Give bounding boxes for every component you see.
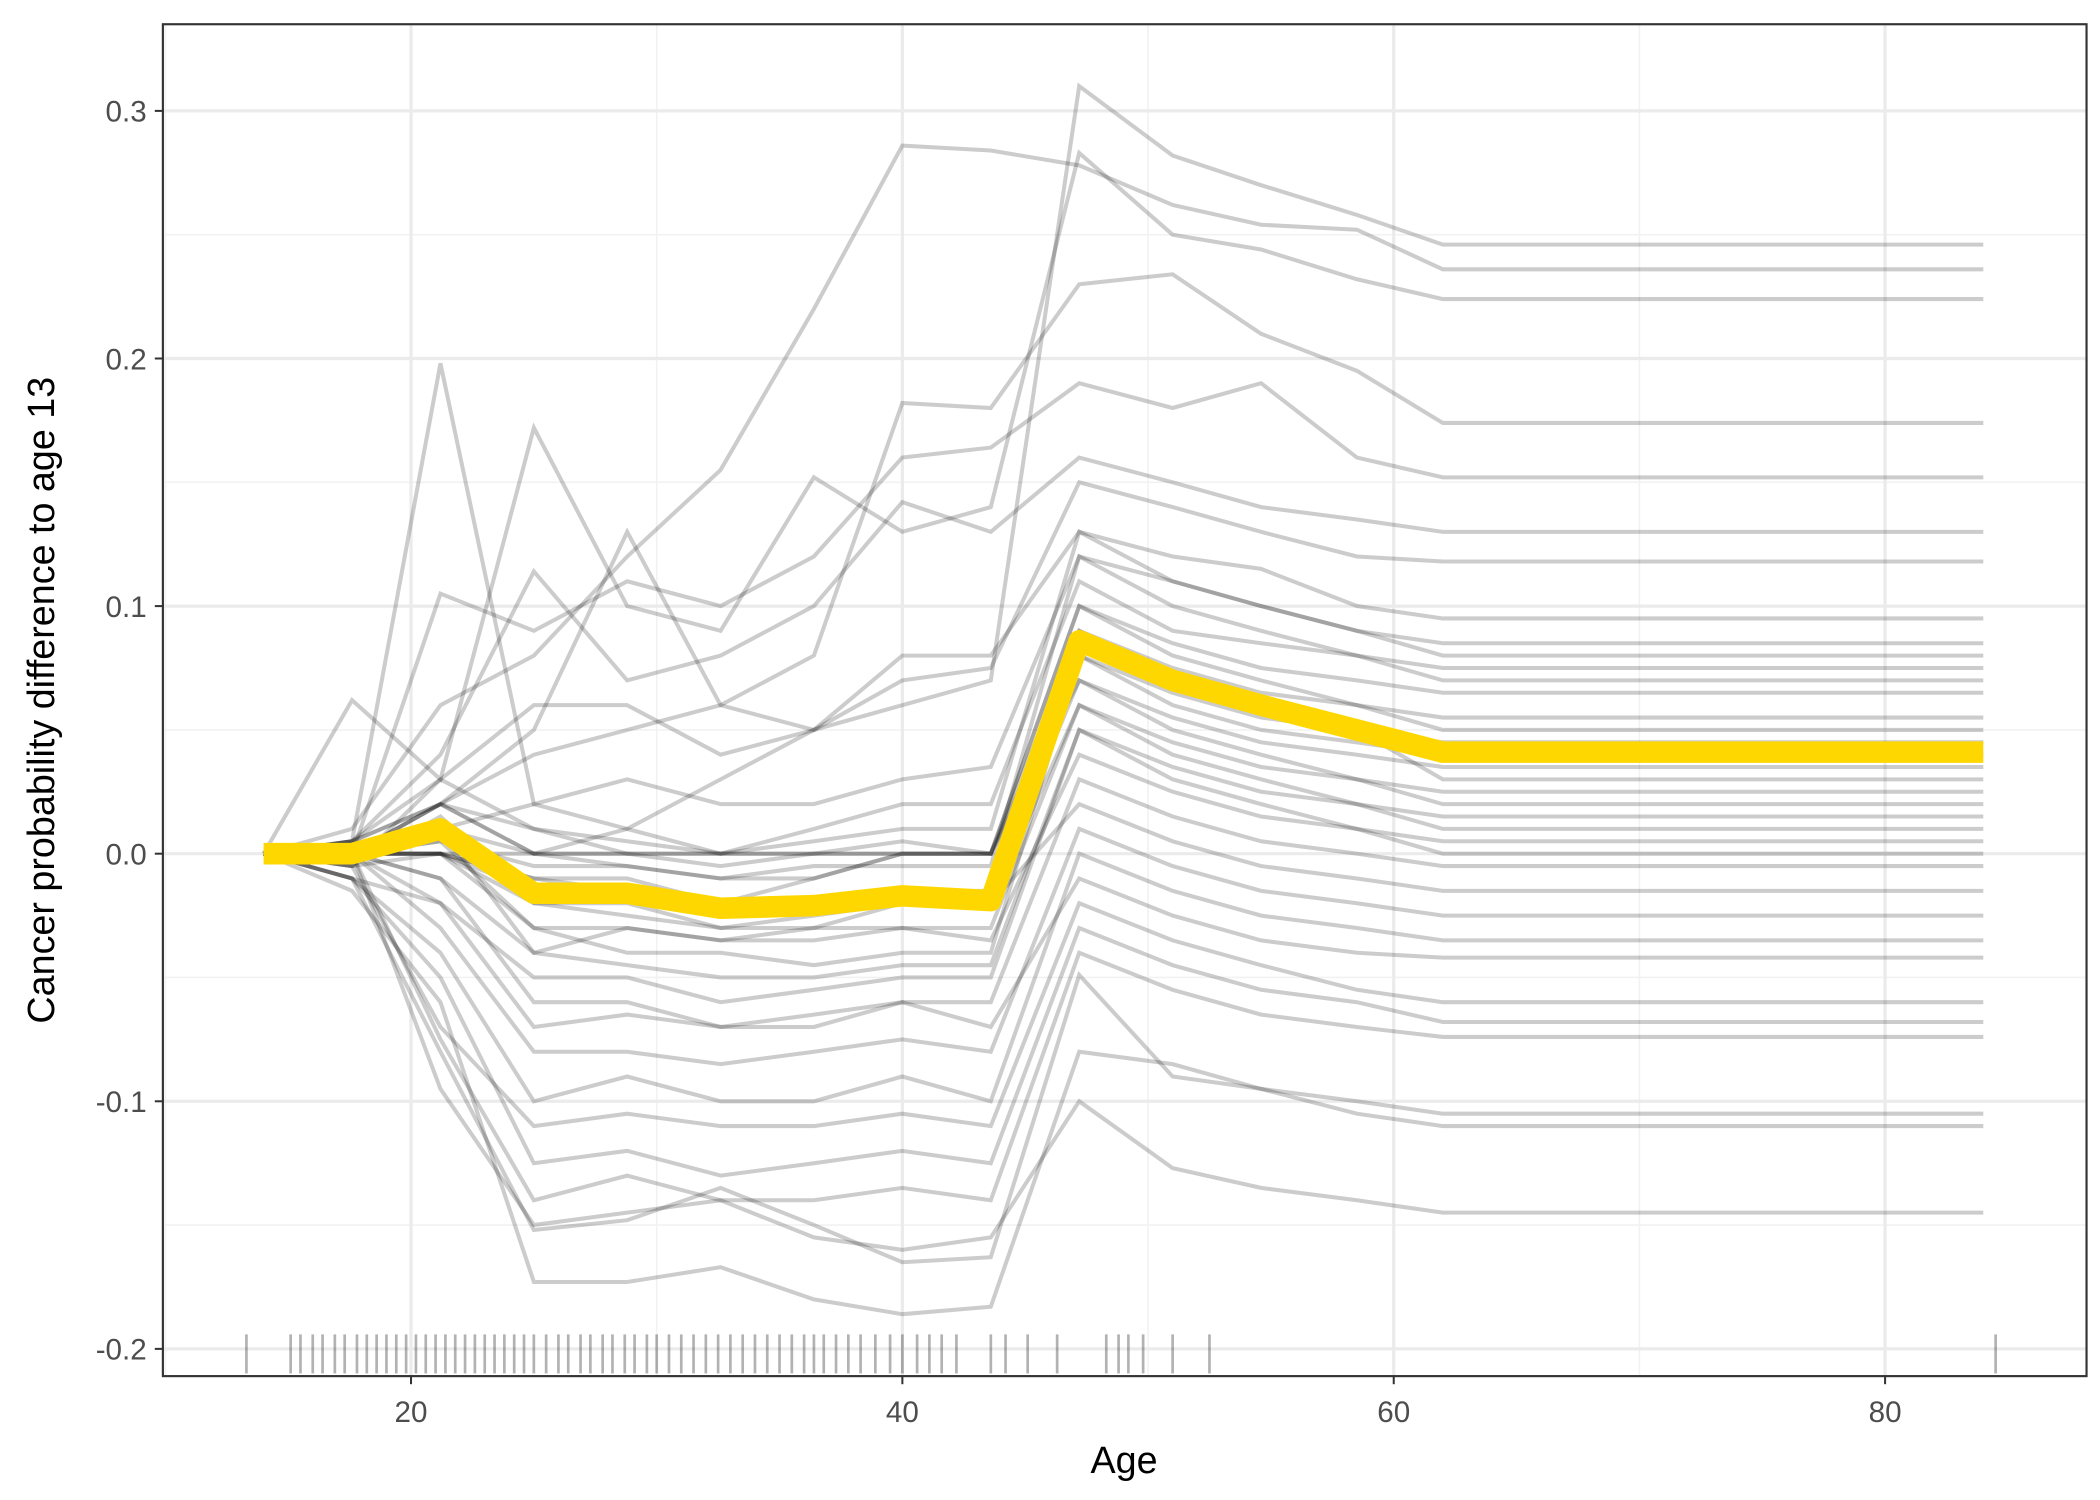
y-axis-title: Cancer probability difference to age 13 (20, 377, 62, 1024)
ice-curve (263, 479, 1984, 856)
y-tick-label: -0.1 (96, 1086, 147, 1119)
ice-curve (263, 851, 1984, 1228)
ice-curve (263, 752, 1984, 956)
ice-curve (263, 528, 1984, 856)
ice-curve (263, 851, 1984, 1178)
x-axis: 20 40 60 80 (395, 1376, 1902, 1429)
ice-curve (263, 702, 1984, 943)
ice-curve (263, 851, 1984, 1265)
x-tick-label: 60 (1377, 1396, 1410, 1429)
ice-curve (263, 578, 1984, 856)
gridlines (162, 24, 2087, 1377)
ice-curve (263, 455, 1984, 856)
ice-curve (263, 826, 1984, 1067)
x-axis-title: Age (1091, 1439, 1158, 1481)
ice-curve (263, 677, 1984, 856)
x-tick-label: 80 (1869, 1396, 1902, 1429)
y-tick-label: -0.2 (96, 1334, 147, 1367)
x-tick-label: 20 (395, 1396, 428, 1429)
pdp-line-group (263, 630, 1984, 919)
ice-curve (263, 652, 1984, 869)
rug-marks (245, 1334, 1997, 1374)
ice-curve (263, 554, 1984, 856)
ice-curve (263, 272, 1984, 856)
ice-curve (261, 149, 1984, 855)
ice-curve (263, 851, 1984, 1252)
ice-curve (263, 851, 1984, 1104)
ice-curve (263, 776, 1984, 1030)
panel-border (161, 23, 2088, 1378)
ice-curve (263, 727, 1984, 980)
y-tick-label: 0.1 (106, 591, 147, 624)
y-tick-label: 0.3 (106, 96, 147, 129)
ice-curve (263, 727, 1984, 1005)
y-axis: -0.2 -0.1 0.0 0.1 0.2 0.3 (96, 96, 163, 1367)
ice-curves (261, 82, 1984, 1317)
x-tick-label: 40 (886, 1396, 919, 1429)
y-tick-label: 0.0 (106, 838, 147, 871)
ice-curve (263, 82, 1984, 856)
y-tick-label: 0.2 (106, 343, 147, 376)
ice-curve (263, 851, 1984, 1030)
ice-curve (263, 851, 1984, 1129)
ice-curve (263, 143, 1984, 856)
ice-curve (263, 529, 1984, 869)
pdp-line (263, 630, 1984, 919)
ice-curve (262, 851, 1984, 1317)
ice-curve (263, 380, 1984, 856)
